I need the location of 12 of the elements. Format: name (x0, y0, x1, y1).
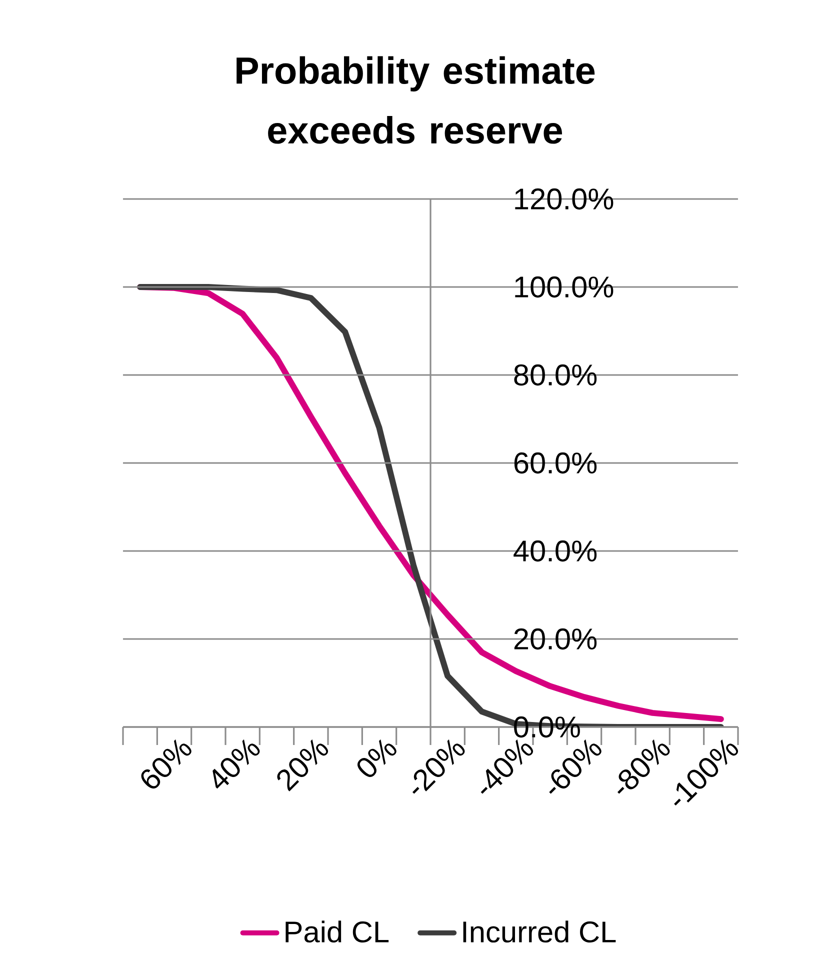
x-tick-label: 0% (357, 739, 396, 777)
x-tick-label: 60% (141, 739, 192, 789)
legend-label: Incurred CL (463, 920, 616, 943)
y-tick-label: 60.0% (514, 452, 597, 474)
chart-title: Probability estimate exceeds reserve (236, 56, 595, 144)
y-tick-label: 120.0% (515, 188, 614, 210)
y-tick-label: 100.0% (515, 276, 614, 298)
x-tick-label: 40% (212, 739, 260, 789)
y-tick-label: 20.0% (514, 628, 597, 650)
legend-label: Paid CL (286, 920, 389, 943)
y-tick-label: 40.0% (514, 540, 597, 562)
y-tick-label: 80.0% (514, 364, 597, 386)
